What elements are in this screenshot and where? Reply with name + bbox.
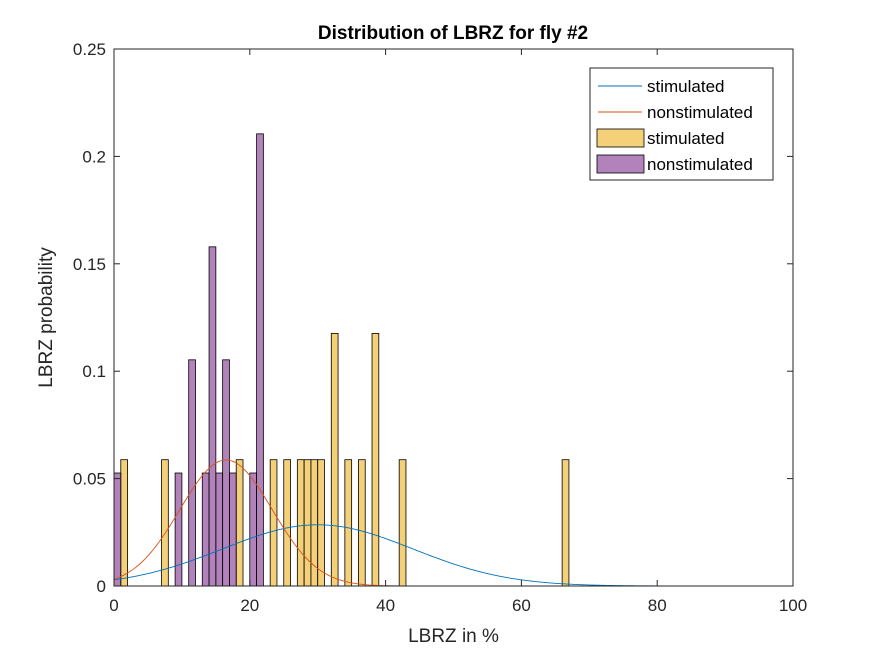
x-tick-label: 60 [512,596,531,615]
histogram-bar-nonstimulated [188,359,196,587]
legend-label: nonstimulated [647,103,753,122]
x-tick-label: 20 [240,596,259,615]
x-tick-label: 40 [376,596,395,615]
x-axis-label: LBRZ in % [408,626,499,647]
histogram-bar-stimulated [161,459,169,587]
x-tick-label: 100 [779,596,807,615]
y-tick-label: 0.05 [73,470,106,489]
histogram-bar-nonstimulated [249,472,257,587]
legend-label: stimulated [647,129,724,148]
histogram-bar-nonstimulated [113,472,122,587]
histogram-bar-nonstimulated [256,133,264,587]
histogram-bar-nonstimulated [208,246,217,587]
y-tick-label: 0.1 [82,362,106,381]
x-tick-label: 0 [109,596,118,615]
axis-ticks: 0 20 40 60 80 100 0 0.05 0.1 0.15 0.2 0.25 [73,40,807,615]
histogram-bar-nonstimulated [215,472,224,587]
y-axis-label: LBRZ probability [36,247,57,388]
histogram-bar-stimulated [398,459,407,587]
histogram-bar-stimulated [371,332,380,587]
histogram-bar-stimulated [344,459,353,587]
histogram-bar-nonstimulated [222,359,230,587]
legend-label: stimulated [647,77,724,96]
histogram-bar-stimulated [310,459,319,587]
axes-box [113,48,794,587]
histogram-bar-stimulated [358,459,366,587]
y-tick-label: 0.15 [73,255,106,274]
legend-patch-swatch [596,128,645,148]
histogram-bar-nonstimulated [174,472,183,587]
histogram-bar-stimulated [120,459,128,587]
legend-label: nonstimulated [647,155,753,174]
histogram-bar-nonstimulated [229,472,237,587]
histogram-bar-stimulated [561,459,570,587]
histogram-bar-stimulated [235,459,244,587]
histogram-bar-stimulated [296,459,305,587]
histogram-bar-stimulated [303,459,312,587]
histogram-bar-stimulated [330,332,339,587]
legend: stimulated nonstimulated stimulated nonstim… [589,67,774,181]
histogram-bar-stimulated [283,459,291,587]
histogram-bar-nonstimulated [201,472,210,587]
x-tick-label: 80 [648,596,667,615]
legend-items: stimulated nonstimulated stimulated nonstim… [596,77,753,174]
chart-title: Distribution of LBRZ for fly #2 [318,23,588,44]
histogram-bar-stimulated [317,459,325,587]
y-tick-label: 0.25 [73,40,106,59]
y-tick-label: 0 [97,577,106,596]
y-tick-label: 0.2 [82,147,106,166]
histogram-bar-stimulated [269,459,278,587]
legend-patch-swatch [596,154,645,174]
